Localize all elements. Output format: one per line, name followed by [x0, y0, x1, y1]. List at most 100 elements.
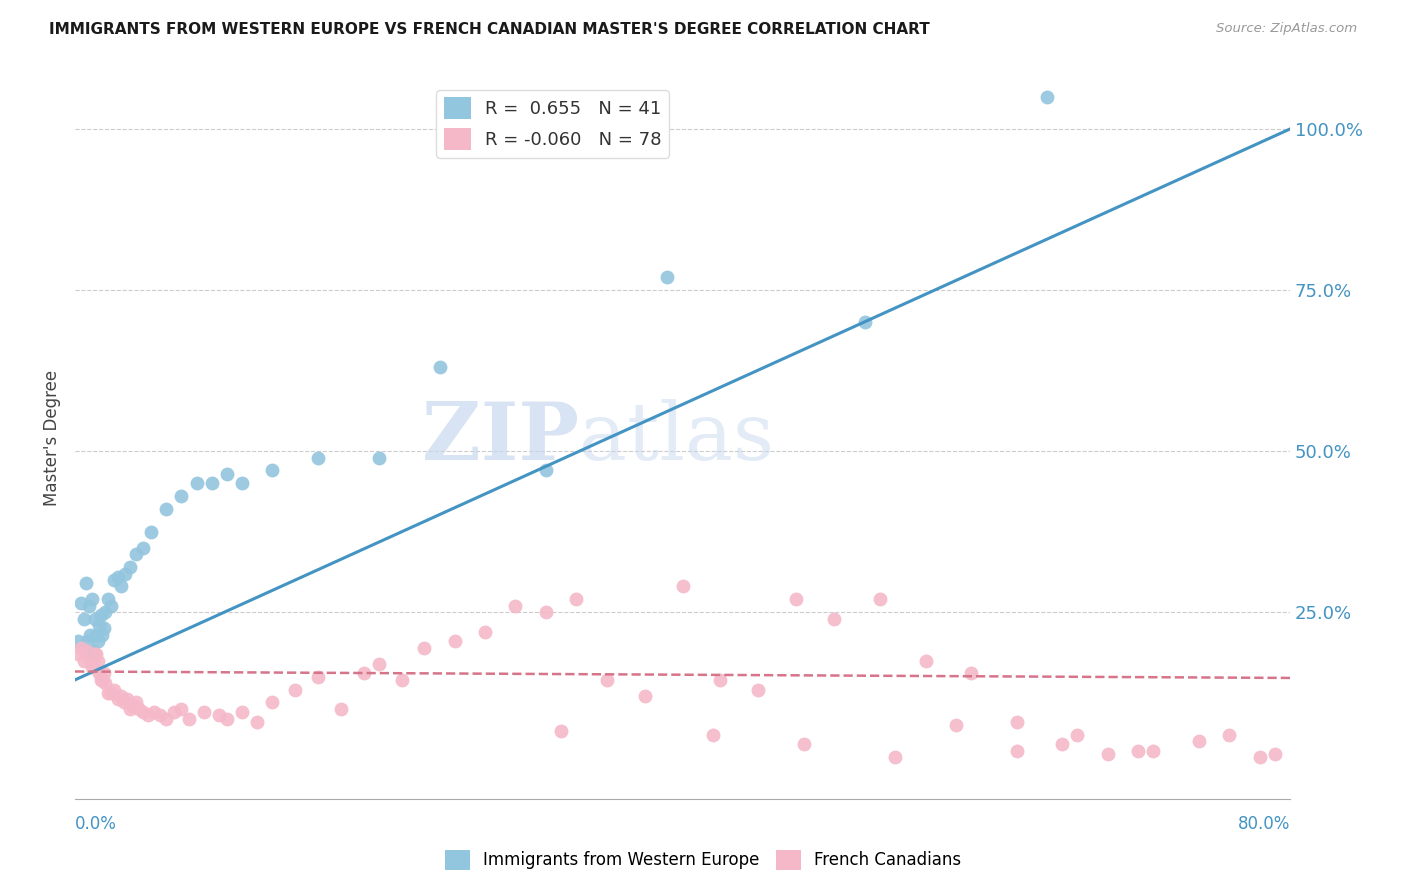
Point — [1142, 744, 1164, 758]
Point — [231, 476, 253, 491]
Point — [945, 718, 967, 732]
Point — [823, 612, 845, 626]
Text: IMMIGRANTS FROM WESTERN EUROPE VS FRENCH CANADIAN MASTER'S DEGREE CORRELATION CH: IMMIGRANTS FROM WESTERN EUROPE VS FRENCH… — [49, 22, 929, 37]
Point — [155, 502, 177, 516]
Point — [70, 640, 93, 655]
Point — [170, 489, 193, 503]
Point — [671, 579, 693, 593]
Point — [94, 605, 117, 619]
Point — [391, 673, 413, 687]
Point — [429, 360, 451, 375]
Point — [163, 705, 186, 719]
Point — [83, 647, 105, 661]
Point — [103, 573, 125, 587]
Point — [136, 708, 159, 723]
Point — [177, 712, 200, 726]
Point — [155, 712, 177, 726]
Point — [82, 654, 104, 668]
Point — [84, 628, 107, 642]
Point — [231, 705, 253, 719]
Legend: R =  0.655   N = 41, R = -0.060   N = 78: R = 0.655 N = 41, R = -0.060 N = 78 — [436, 90, 669, 158]
Legend: Immigrants from Western Europe, French Canadians: Immigrants from Western Europe, French C… — [437, 843, 969, 877]
Point — [307, 450, 329, 465]
Point — [84, 647, 107, 661]
Point — [709, 673, 731, 687]
Point — [79, 654, 101, 668]
Point — [413, 640, 436, 655]
Point — [170, 702, 193, 716]
Point — [1005, 744, 1028, 758]
Point — [97, 686, 120, 700]
Point — [90, 608, 112, 623]
Point — [107, 692, 129, 706]
Point — [143, 705, 166, 719]
Point — [1097, 747, 1119, 761]
Point — [307, 670, 329, 684]
Point — [914, 654, 936, 668]
Text: atlas: atlas — [579, 400, 775, 477]
Point — [246, 714, 269, 729]
Point — [107, 570, 129, 584]
Point — [87, 634, 110, 648]
Point — [83, 612, 105, 626]
Point — [534, 605, 557, 619]
Point — [201, 476, 224, 491]
Point — [747, 682, 769, 697]
Point — [125, 547, 148, 561]
Point — [90, 673, 112, 687]
Point — [118, 560, 141, 574]
Point — [329, 702, 352, 716]
Point — [1050, 737, 1073, 751]
Point — [1264, 747, 1286, 761]
Point — [1218, 728, 1240, 742]
Point — [367, 657, 389, 671]
Point — [208, 708, 231, 723]
Point — [534, 463, 557, 477]
Point — [193, 705, 215, 719]
Point — [115, 692, 138, 706]
Point — [128, 702, 150, 716]
Point — [633, 689, 655, 703]
Point — [73, 612, 96, 626]
Point — [869, 592, 891, 607]
Point — [186, 476, 208, 491]
Point — [132, 705, 155, 719]
Point — [91, 673, 114, 687]
Point — [1126, 744, 1149, 758]
Point — [79, 628, 101, 642]
Text: ZIP: ZIP — [422, 400, 579, 477]
Point — [89, 618, 111, 632]
Point — [110, 689, 132, 703]
Point — [262, 695, 284, 709]
Point — [149, 708, 172, 723]
Text: 80.0%: 80.0% — [1237, 815, 1291, 833]
Point — [367, 450, 389, 465]
Point — [884, 750, 907, 764]
Point — [1066, 728, 1088, 742]
Point — [125, 695, 148, 709]
Point — [785, 592, 807, 607]
Point — [550, 724, 572, 739]
Point — [89, 666, 111, 681]
Text: 0.0%: 0.0% — [75, 815, 117, 833]
Point — [87, 654, 110, 668]
Point — [702, 728, 724, 742]
Point — [70, 596, 93, 610]
Point — [76, 644, 98, 658]
Point — [1188, 734, 1211, 748]
Point — [82, 644, 104, 658]
Point — [565, 592, 588, 607]
Point — [793, 737, 815, 751]
Point — [100, 599, 122, 613]
Point — [100, 686, 122, 700]
Point — [110, 579, 132, 593]
Point — [132, 541, 155, 555]
Point — [262, 463, 284, 477]
Y-axis label: Master's Degree: Master's Degree — [44, 370, 60, 507]
Point — [139, 524, 162, 539]
Point — [93, 666, 115, 681]
Text: Source: ZipAtlas.com: Source: ZipAtlas.com — [1216, 22, 1357, 36]
Point — [67, 634, 90, 648]
Point — [94, 676, 117, 690]
Point — [114, 566, 136, 581]
